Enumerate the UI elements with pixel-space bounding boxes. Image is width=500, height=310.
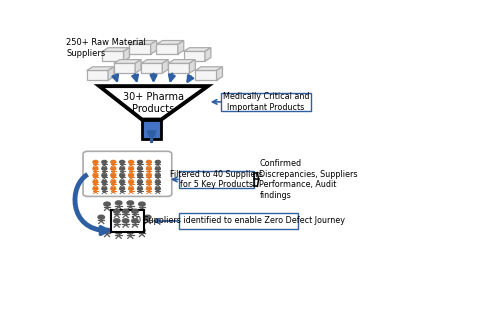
Circle shape [156, 187, 160, 190]
Text: Filtered to 40 Suppliers
for 5 Key Products: Filtered to 40 Suppliers for 5 Key Produ… [170, 170, 263, 189]
Polygon shape [86, 70, 108, 80]
Circle shape [138, 180, 142, 184]
Text: 30+ Pharma
Products: 30+ Pharma Products [123, 92, 184, 114]
Circle shape [156, 180, 160, 184]
Polygon shape [100, 86, 208, 120]
Circle shape [138, 167, 142, 170]
Circle shape [102, 167, 107, 170]
Circle shape [120, 167, 124, 170]
Circle shape [120, 187, 124, 190]
Circle shape [93, 161, 98, 163]
Text: 10 Suppliers identified to enable Zero Defect Journey: 10 Suppliers identified to enable Zero D… [132, 216, 346, 225]
Circle shape [122, 219, 129, 223]
Circle shape [104, 202, 110, 206]
Circle shape [102, 187, 107, 190]
Circle shape [138, 174, 142, 177]
Circle shape [127, 230, 134, 234]
Polygon shape [195, 70, 216, 80]
Circle shape [128, 187, 134, 190]
Circle shape [93, 174, 98, 177]
Polygon shape [168, 60, 196, 63]
Polygon shape [150, 41, 156, 54]
Circle shape [120, 174, 124, 177]
Polygon shape [102, 51, 124, 61]
Circle shape [138, 228, 145, 232]
Text: 250+ Raw Material
Suppliers: 250+ Raw Material Suppliers [66, 38, 146, 58]
Circle shape [111, 161, 116, 163]
Polygon shape [178, 41, 184, 54]
Circle shape [102, 174, 107, 177]
Circle shape [102, 161, 107, 163]
Circle shape [138, 187, 142, 190]
Bar [142, 120, 162, 139]
Polygon shape [141, 63, 163, 73]
FancyBboxPatch shape [179, 171, 254, 188]
Circle shape [146, 161, 152, 163]
Circle shape [102, 180, 107, 184]
FancyBboxPatch shape [83, 151, 172, 197]
Text: Medically Critical and
Important Products: Medically Critical and Important Product… [222, 92, 309, 112]
Text: Confirmed
Discrepancies, Suppliers
Performance, Audit
findings: Confirmed Discrepancies, Suppliers Perfo… [260, 159, 358, 200]
Polygon shape [205, 48, 211, 61]
Circle shape [156, 174, 160, 177]
Polygon shape [162, 60, 168, 73]
Circle shape [111, 180, 116, 184]
Polygon shape [86, 67, 114, 70]
Polygon shape [102, 48, 130, 51]
FancyBboxPatch shape [111, 210, 144, 232]
Circle shape [146, 180, 152, 184]
Polygon shape [195, 67, 222, 70]
FancyBboxPatch shape [179, 213, 298, 229]
Circle shape [156, 167, 160, 170]
Circle shape [111, 174, 116, 177]
Polygon shape [156, 41, 184, 44]
Polygon shape [216, 67, 222, 80]
Polygon shape [184, 51, 205, 61]
Circle shape [111, 187, 116, 190]
Polygon shape [156, 44, 178, 54]
Circle shape [116, 230, 122, 234]
Circle shape [138, 161, 142, 163]
Polygon shape [108, 67, 114, 80]
Circle shape [104, 228, 110, 232]
Circle shape [146, 187, 152, 190]
Polygon shape [135, 60, 141, 73]
Polygon shape [184, 48, 211, 51]
Circle shape [111, 167, 116, 170]
Circle shape [144, 215, 151, 219]
Circle shape [127, 201, 134, 205]
Circle shape [122, 209, 129, 213]
Polygon shape [114, 60, 141, 63]
Circle shape [128, 180, 134, 184]
Circle shape [93, 180, 98, 184]
FancyBboxPatch shape [222, 93, 310, 111]
Circle shape [93, 167, 98, 170]
Circle shape [120, 180, 124, 184]
Circle shape [146, 167, 152, 170]
Polygon shape [114, 63, 135, 73]
Circle shape [138, 202, 145, 206]
Polygon shape [130, 41, 156, 44]
Polygon shape [124, 48, 130, 61]
Circle shape [116, 201, 122, 205]
Circle shape [132, 219, 138, 223]
Circle shape [120, 161, 124, 163]
Circle shape [114, 219, 120, 223]
Circle shape [114, 209, 120, 213]
Circle shape [132, 209, 138, 213]
Circle shape [98, 215, 104, 219]
Circle shape [93, 187, 98, 190]
Circle shape [146, 174, 152, 177]
Polygon shape [190, 60, 196, 73]
Polygon shape [141, 60, 168, 63]
Circle shape [128, 167, 134, 170]
Circle shape [128, 174, 134, 177]
Polygon shape [130, 44, 150, 54]
Circle shape [156, 161, 160, 163]
Circle shape [128, 161, 134, 163]
Polygon shape [168, 63, 190, 73]
